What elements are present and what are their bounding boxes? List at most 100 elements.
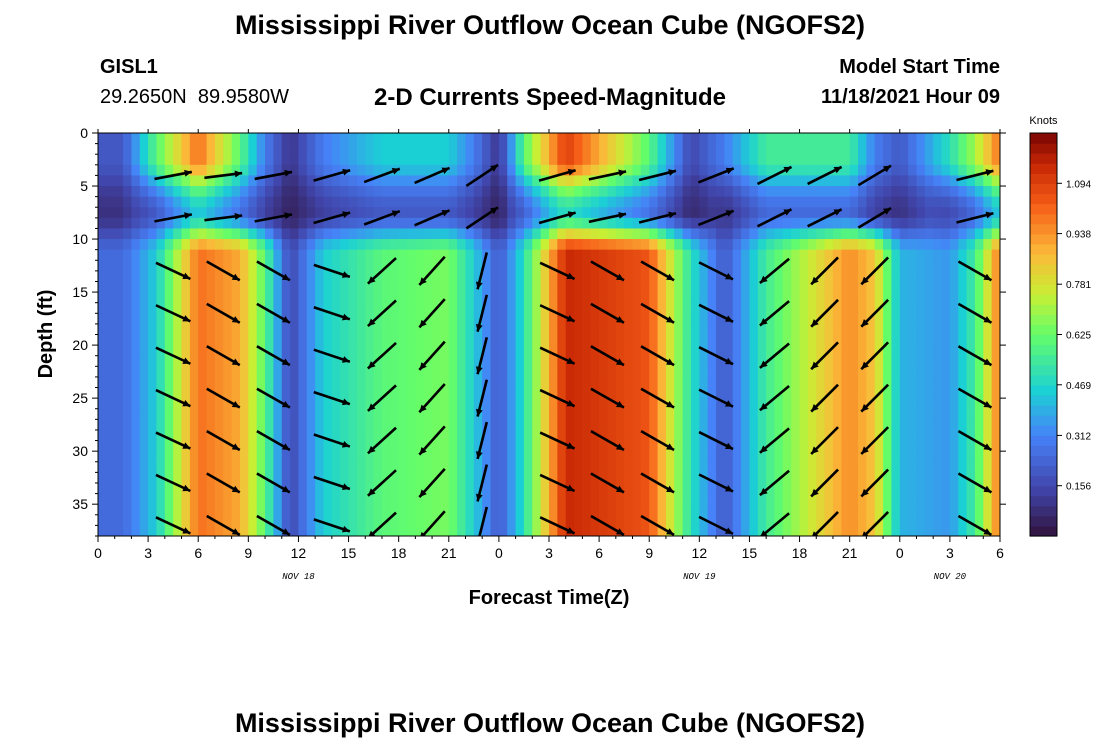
heatmap-cell bbox=[423, 419, 433, 431]
heatmap-cell bbox=[924, 408, 934, 420]
heatmap-cell bbox=[256, 228, 266, 240]
heatmap-cell bbox=[540, 451, 550, 463]
heatmap-cell bbox=[356, 408, 366, 420]
heatmap-cell bbox=[565, 292, 575, 304]
heatmap-cell bbox=[381, 398, 391, 410]
heatmap-cell bbox=[206, 228, 216, 240]
heatmap-cell bbox=[98, 260, 107, 272]
heatmap-cell bbox=[206, 398, 216, 410]
heatmap-cell bbox=[574, 334, 584, 346]
heatmap-cell bbox=[139, 482, 149, 495]
heatmap-cell bbox=[749, 355, 759, 367]
heatmap-cell bbox=[665, 514, 675, 526]
heatmap-cell bbox=[365, 451, 375, 463]
heatmap-cell bbox=[557, 217, 567, 230]
heatmap-cell bbox=[131, 366, 141, 378]
heatmap-cell bbox=[941, 270, 951, 283]
heatmap-cell bbox=[306, 143, 316, 155]
heatmap-cell bbox=[206, 186, 216, 198]
heatmap-cell bbox=[148, 249, 158, 261]
colorbar-segment bbox=[1030, 233, 1057, 245]
heatmap-cell bbox=[557, 482, 567, 495]
heatmap-cell bbox=[590, 164, 600, 177]
heatmap-cell bbox=[290, 196, 300, 208]
heatmap-cell bbox=[949, 228, 959, 240]
heatmap-cell bbox=[223, 217, 233, 230]
heatmap-cell bbox=[315, 451, 325, 463]
heatmap-cell bbox=[799, 345, 809, 357]
heatmap-cell bbox=[933, 164, 943, 177]
heatmap-cell bbox=[306, 133, 316, 145]
heatmap-cell bbox=[983, 239, 993, 251]
heatmap-cell bbox=[674, 345, 684, 357]
heatmap-cell bbox=[690, 419, 700, 431]
heatmap-cell bbox=[290, 207, 300, 219]
heatmap-cell bbox=[858, 207, 867, 219]
heatmap-cell bbox=[231, 164, 241, 177]
heatmap-cell bbox=[899, 186, 909, 198]
heatmap-cell bbox=[265, 217, 274, 230]
heatmap-cell bbox=[732, 207, 742, 219]
heatmap-cell bbox=[582, 154, 592, 166]
heatmap-cell bbox=[114, 387, 124, 399]
heatmap-cell bbox=[256, 387, 266, 399]
heatmap-cell bbox=[239, 228, 249, 240]
heatmap-cell bbox=[114, 186, 124, 198]
heatmap-cell bbox=[290, 133, 300, 145]
heatmap-cell bbox=[866, 366, 876, 378]
heatmap-cell bbox=[373, 408, 383, 420]
heatmap-cell bbox=[432, 239, 442, 251]
heatmap-cell bbox=[465, 196, 475, 208]
heatmap-cell bbox=[290, 440, 300, 452]
heatmap-cell bbox=[348, 504, 358, 516]
heatmap-cell bbox=[373, 493, 383, 505]
heatmap-cell bbox=[574, 419, 584, 431]
heatmap-cell bbox=[724, 376, 734, 389]
heatmap-cell bbox=[899, 281, 909, 293]
heatmap-cell bbox=[248, 207, 258, 219]
heatmap-cell bbox=[181, 175, 191, 187]
heatmap-cell bbox=[540, 270, 550, 283]
heatmap-cell bbox=[841, 249, 851, 261]
heatmap-cell bbox=[599, 292, 609, 304]
heatmap-cell bbox=[766, 482, 776, 495]
x-tick-label: 0 bbox=[896, 545, 904, 561]
heatmap-cell bbox=[248, 175, 258, 187]
heatmap-cell bbox=[574, 472, 584, 484]
heatmap-cell bbox=[440, 376, 450, 389]
current-vector bbox=[367, 426, 397, 455]
colorbar-segment bbox=[1030, 294, 1057, 305]
heatmap-cell bbox=[883, 133, 893, 145]
heatmap-cell bbox=[373, 398, 383, 410]
colorbar-segment bbox=[1030, 193, 1057, 205]
heatmap-cell bbox=[214, 504, 224, 516]
heatmap-cell bbox=[448, 133, 458, 145]
heatmap-cell bbox=[682, 164, 692, 177]
heatmap-cell bbox=[941, 239, 951, 251]
heatmap-cell bbox=[841, 239, 851, 251]
heatmap-cell bbox=[933, 260, 943, 272]
heatmap-cell bbox=[223, 154, 233, 166]
heatmap-cell bbox=[632, 186, 642, 198]
heatmap-cell bbox=[916, 281, 926, 293]
heatmap-cell bbox=[139, 154, 149, 166]
heatmap-cell bbox=[958, 249, 968, 261]
heatmap-cell bbox=[507, 270, 517, 283]
heatmap-cell bbox=[574, 440, 584, 452]
heatmap-cell bbox=[482, 514, 492, 526]
heatmap-cell bbox=[690, 408, 700, 420]
heatmap-cell bbox=[707, 472, 717, 484]
colorbar-tick-label: 0.781 bbox=[1066, 280, 1091, 291]
heatmap-cell bbox=[649, 419, 659, 431]
heatmap-cell bbox=[223, 525, 233, 536]
heatmap-cell bbox=[991, 334, 1000, 346]
heatmap-cell bbox=[532, 164, 542, 177]
heatmap-cell bbox=[841, 525, 851, 536]
heatmap-cell bbox=[899, 228, 909, 240]
heatmap-cell bbox=[883, 482, 893, 495]
heatmap-cell bbox=[139, 133, 149, 145]
heatmap-cell bbox=[807, 482, 817, 495]
heatmap-cell bbox=[933, 451, 943, 463]
heatmap-cell bbox=[415, 398, 425, 410]
heatmap-cell bbox=[148, 196, 158, 208]
